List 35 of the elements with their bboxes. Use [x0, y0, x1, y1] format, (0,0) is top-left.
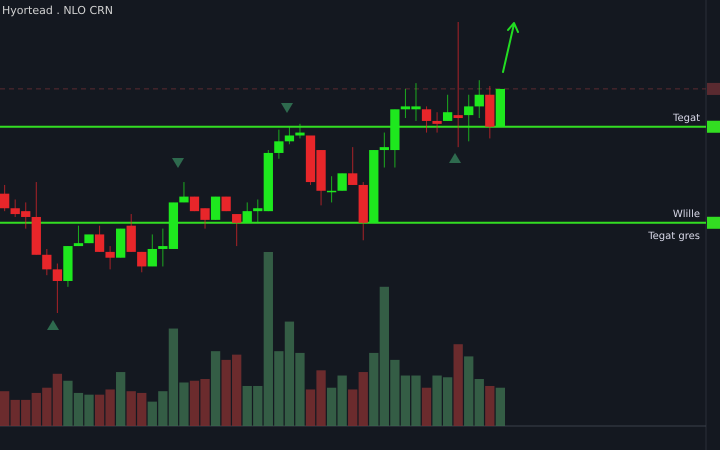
bar: [116, 372, 126, 426]
candlestick: [148, 234, 157, 267]
bar: [422, 388, 432, 426]
chart-title: Hyortead . NLO CRN: [2, 4, 113, 17]
bar: [454, 344, 463, 426]
ref-line-label: Wlille: [672, 208, 700, 220]
bar: [485, 386, 494, 426]
candlestick: [422, 106, 432, 134]
candlestick: [42, 248, 52, 276]
candlestick: [94, 225, 104, 252]
candlestick: [221, 196, 231, 212]
candlestick: [338, 172, 347, 192]
candlestick: [295, 123, 305, 139]
candlestick: [454, 22, 463, 148]
candlestick: [474, 80, 484, 119]
candlestick: [232, 214, 242, 247]
candlestick: [242, 202, 252, 224]
ref-line-label: Tegat: [672, 112, 700, 124]
candlestick: [210, 196, 220, 220]
candlestick: [0, 184, 10, 212]
candlestick: [326, 176, 336, 203]
candlestick: [464, 94, 474, 142]
text: Tegat gres: [647, 230, 700, 242]
candlestick: [74, 225, 84, 247]
candlestick: [348, 146, 358, 186]
candlestick: [105, 246, 115, 270]
bar: [210, 351, 220, 426]
candlestick: [137, 251, 146, 273]
candlestick: [284, 126, 294, 145]
candlestick: [442, 94, 452, 122]
candlestick: [432, 112, 442, 134]
candlestick: [179, 182, 189, 203]
candlestick: [274, 129, 284, 160]
candlestick: [52, 263, 62, 314]
bar: [496, 388, 505, 426]
